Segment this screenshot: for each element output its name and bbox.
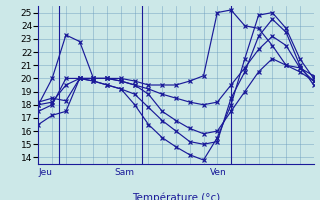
Text: Jeu: Jeu <box>38 168 52 177</box>
Text: Sam: Sam <box>114 168 134 177</box>
Text: Température (°c): Température (°c) <box>132 192 220 200</box>
Text: Ven: Ven <box>211 168 227 177</box>
